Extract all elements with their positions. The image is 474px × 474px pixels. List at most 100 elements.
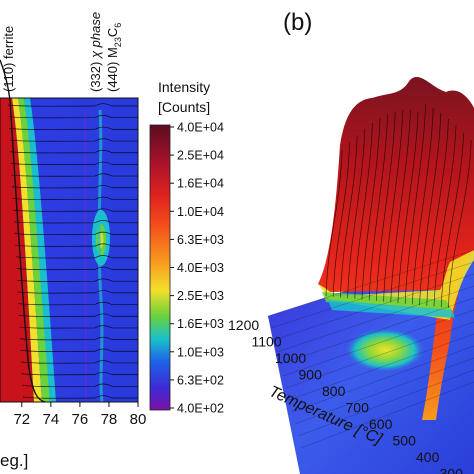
scan-line [14, 231, 138, 236]
x-tick-label: 80 [130, 411, 147, 428]
x-tick-label: 74 [42, 411, 59, 428]
scan-line [22, 383, 138, 387]
annotation-chi-phase: (332) χ phase [88, 12, 103, 92]
floor-line [291, 345, 474, 413]
temperature-tick-label: 800 [322, 383, 346, 399]
ferrite-peak-outline [0, 59, 46, 403]
temperature-tick-label: 700 [346, 400, 370, 416]
mesh-line [448, 139, 472, 308]
colorbar-tick-label: 2.5E+03 [177, 289, 224, 303]
scan-line [20, 348, 138, 352]
annotation-m23c6: (440) M23C6 [105, 23, 123, 92]
colorbar-tick-label: 4.0E+03 [177, 261, 224, 275]
panel-a: 72 74 76 78 80 eg.] (110) ferrite (332) χ ph… [0, 12, 224, 470]
scan-line [18, 301, 138, 306]
mesh-line [419, 113, 442, 306]
scan-line [15, 255, 138, 259]
floor-line [282, 309, 474, 377]
temperature-tick-label: 300 [440, 466, 464, 474]
x-tick-label: 78 [101, 411, 118, 428]
scan-line [10, 161, 138, 165]
svg-text:(332) χ phase: (332) χ phase [88, 12, 103, 92]
floor-line [288, 333, 474, 401]
temperature-tick-label: 400 [416, 449, 440, 465]
floor-line [270, 261, 474, 329]
colorbar-tick-label: 4.0E+04 [177, 121, 224, 135]
colorbar-tick-label: 4.0E+02 [177, 402, 224, 416]
scan-line [15, 243, 138, 247]
mesh-line [325, 149, 343, 297]
floor-line [267, 249, 474, 317]
heatmap-body [0, 98, 138, 402]
scan-line [19, 325, 138, 329]
floor-line [276, 285, 474, 353]
svg-text:(440) M23C6: (440) M23C6 [105, 23, 123, 92]
scan-line [12, 196, 138, 201]
mesh-line [347, 128, 366, 299]
floor-line [294, 357, 474, 425]
scan-line [10, 150, 138, 154]
mesh-line [412, 108, 434, 305]
scan-line [19, 337, 138, 341]
scan-line [16, 278, 138, 282]
scan-line [12, 185, 138, 189]
colorbar-tick-label: 1.0E+03 [177, 345, 224, 359]
scan-line [17, 290, 138, 294]
x-axis-a: 72 74 76 78 80 [13, 402, 146, 428]
surface-ridge [318, 77, 474, 420]
mesh-line [440, 132, 464, 308]
scan-line [21, 360, 138, 364]
scan-line [16, 266, 138, 271]
panel-b-label: (b) [283, 9, 312, 36]
colorbar-tick-label: 1.6E+03 [177, 317, 224, 331]
scan-line [18, 313, 138, 317]
mesh-line [376, 111, 396, 301]
colorbar-ticks: 4.0E+04 2.5E+04 1.6E+04 1.0E+04 6.3E+03 4.0E+… [170, 121, 224, 416]
colorbar-tick-label: 1.0E+04 [177, 205, 224, 219]
mesh-line [433, 125, 457, 307]
colorbar-tick-label: 2.5E+04 [177, 149, 224, 163]
svg-text:(110) ferrite: (110) ferrite [1, 26, 16, 92]
annotation-ferrite: (110) ferrite [1, 26, 16, 92]
temperature-tick-label: 1200 [228, 317, 259, 333]
temperature-tick-label: 600 [369, 416, 393, 432]
mesh-line [340, 135, 358, 298]
mesh-line [332, 142, 350, 297]
floor-line [297, 369, 474, 437]
colorbar-tick-label: 1.6E+04 [177, 177, 224, 191]
colorbar [149, 124, 171, 411]
mesh-line [404, 104, 426, 304]
x-tick-label: 76 [72, 411, 89, 428]
floor-line [285, 321, 474, 389]
colorbar-title-line1: Intensity [158, 79, 210, 95]
scan-line [21, 372, 138, 376]
surface-bump [345, 328, 425, 372]
temperature-tick-label: 900 [299, 367, 323, 383]
scan-lines [7, 103, 138, 399]
mesh-line [354, 123, 373, 299]
scan-line [8, 115, 138, 119]
scan-line [13, 208, 138, 212]
mesh-line [361, 118, 381, 300]
mesh-line [383, 110, 404, 302]
mesh-line [390, 110, 411, 303]
floor-line [273, 273, 474, 341]
scan-line [13, 220, 138, 224]
mesh-line [368, 114, 388, 301]
scan-line [7, 103, 138, 107]
floor-line [279, 297, 474, 365]
colorbar-tick-label: 6.3E+02 [177, 373, 224, 387]
mesh-line [397, 111, 419, 304]
temperature-tick-label: 500 [393, 433, 417, 449]
scan-line [11, 173, 138, 177]
scan-line [9, 138, 138, 142]
x-axis-label-fragment: eg.] [0, 451, 28, 470]
colorbar-tick-label: 6.3E+03 [177, 233, 224, 247]
x-tick-label: 72 [13, 411, 30, 428]
surface-mesh [267, 104, 474, 449]
temperature-tick-label: 1100 [252, 334, 282, 350]
colorbar-title-line2: [Counts] [158, 99, 210, 115]
